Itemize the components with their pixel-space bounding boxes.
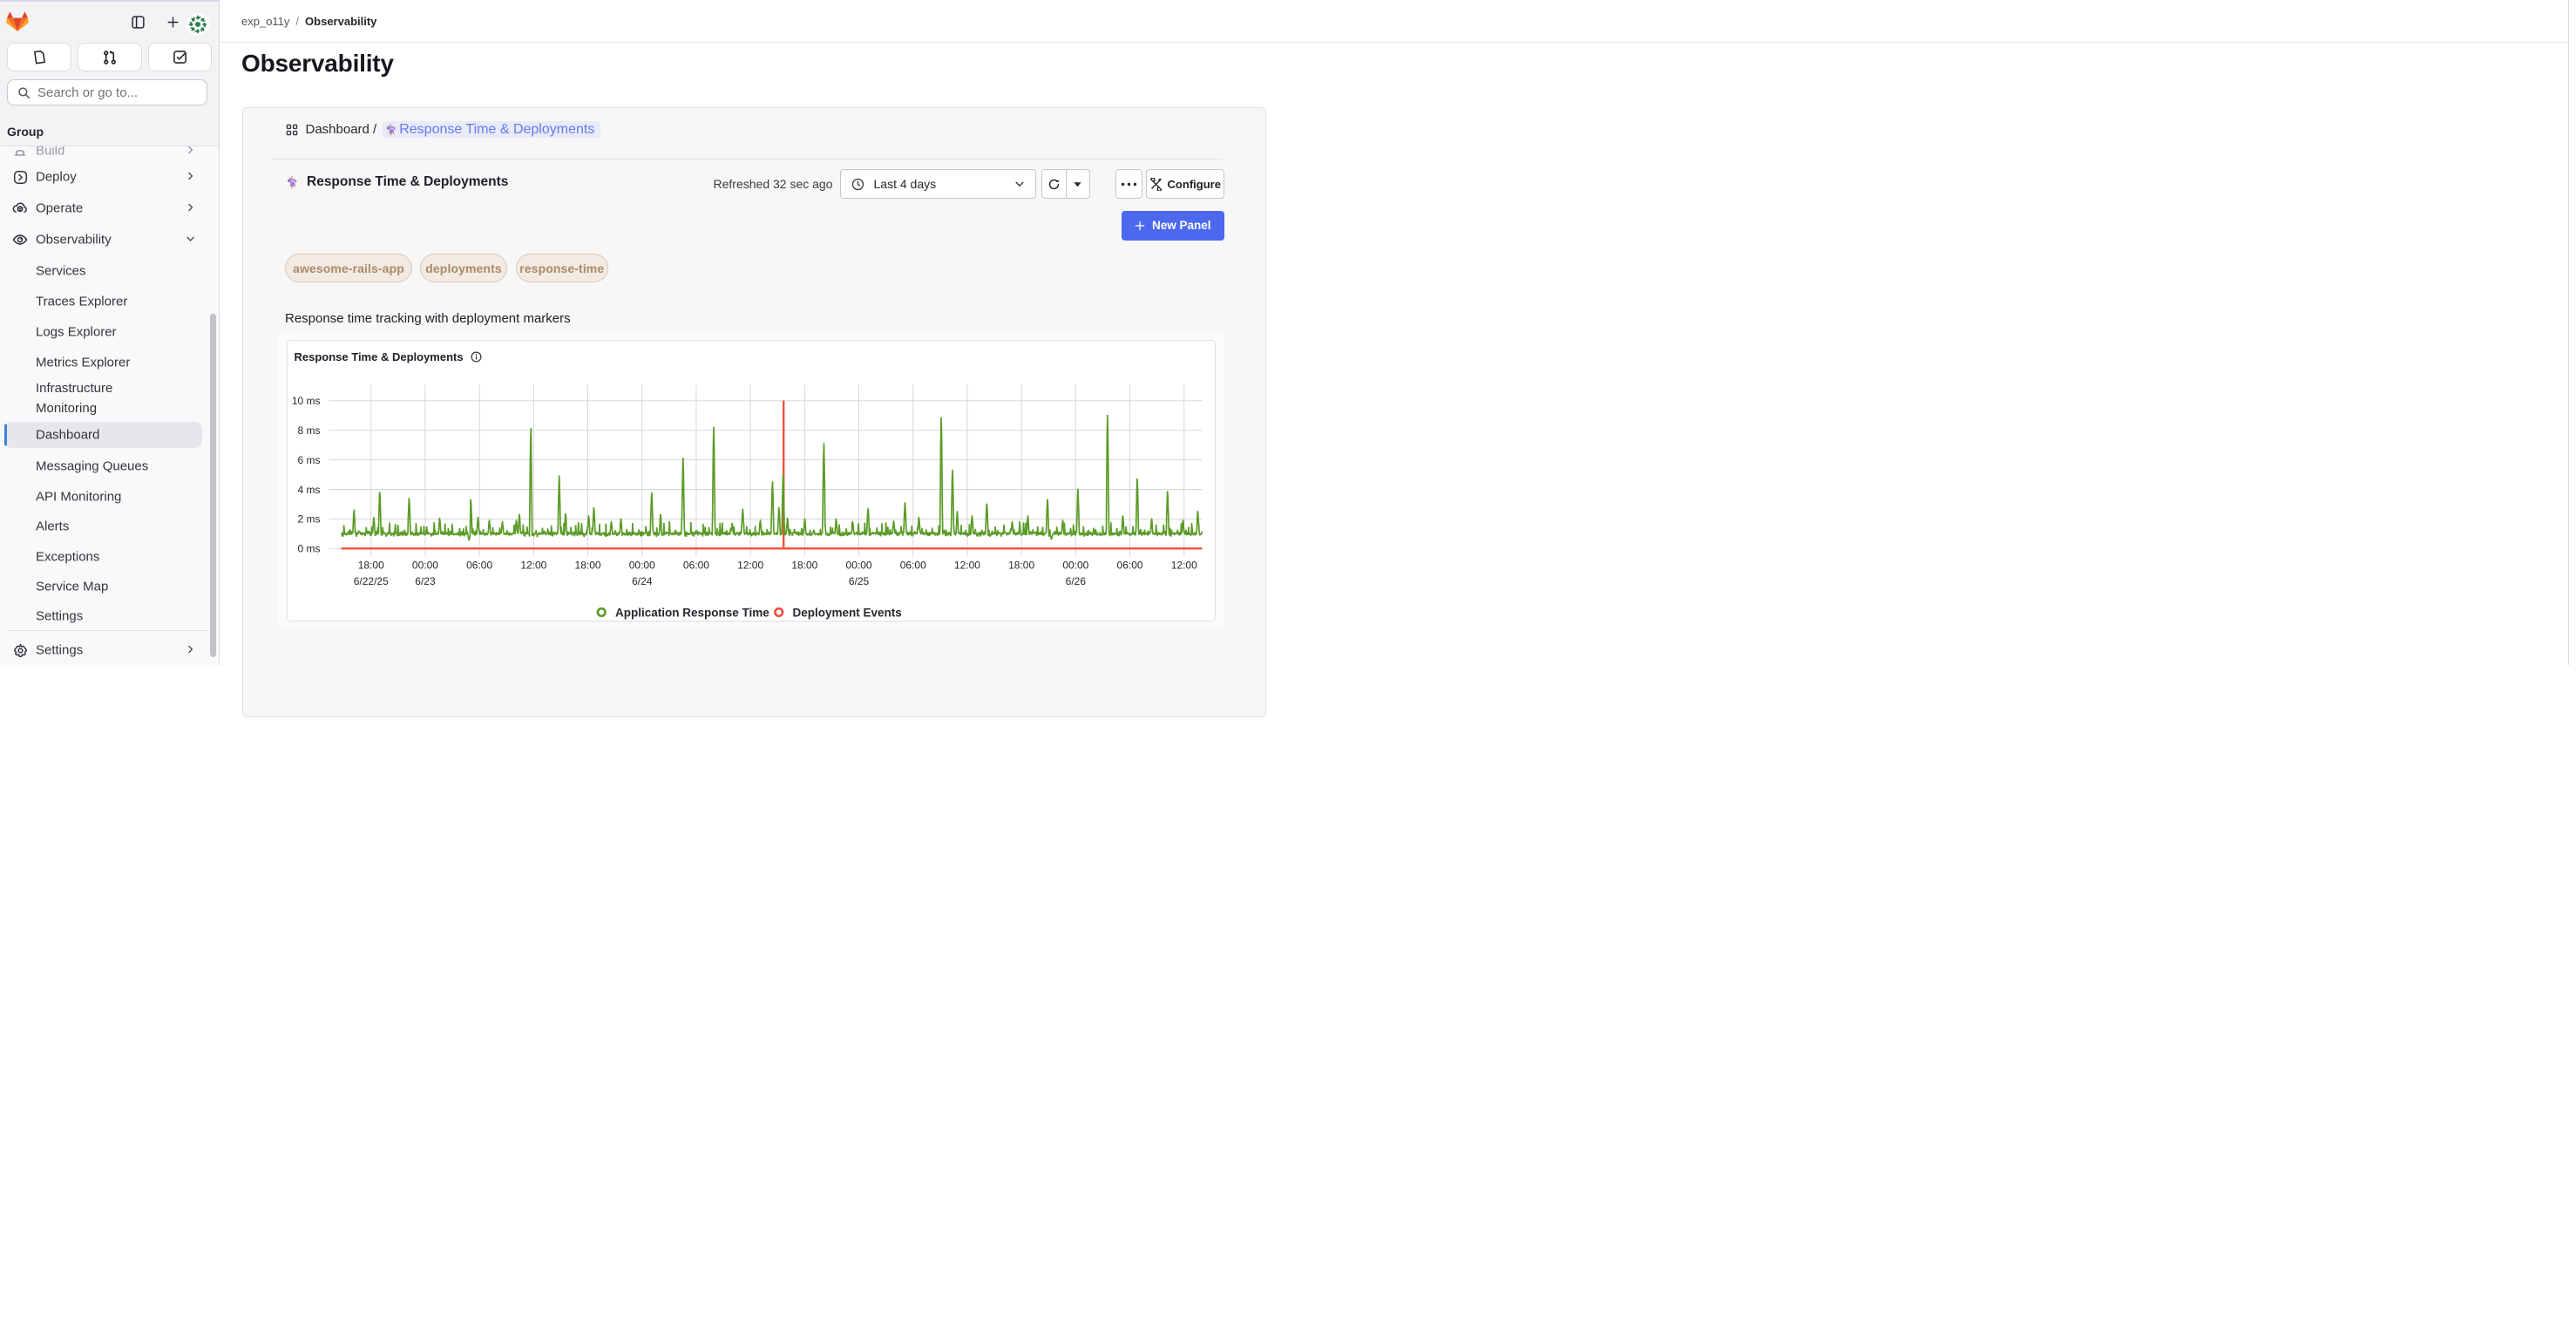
svg-text:12:00: 12:00 xyxy=(520,559,546,571)
svg-text:8 ms: 8 ms xyxy=(297,424,320,437)
svg-text:06:00: 06:00 xyxy=(899,559,925,571)
svg-text:18:00: 18:00 xyxy=(791,559,817,571)
svg-text:Deployment Events: Deployment Events xyxy=(792,606,901,619)
svg-text:12:00: 12:00 xyxy=(737,559,763,571)
svg-text:10 ms: 10 ms xyxy=(291,395,320,407)
svg-text:18:00: 18:00 xyxy=(574,559,600,571)
svg-text:6/26: 6/26 xyxy=(1065,575,1086,587)
svg-text:00:00: 00:00 xyxy=(845,559,871,571)
svg-text:6/24: 6/24 xyxy=(632,575,653,587)
svg-text:6/25: 6/25 xyxy=(848,575,869,587)
svg-text:6 ms: 6 ms xyxy=(297,453,320,465)
svg-text:Application Response Time: Application Response Time xyxy=(615,606,769,619)
svg-text:6/22/25: 6/22/25 xyxy=(353,575,388,587)
svg-text:00:00: 00:00 xyxy=(628,559,654,571)
svg-text:4 ms: 4 ms xyxy=(297,483,320,495)
svg-text:06:00: 06:00 xyxy=(1116,559,1142,571)
svg-text:12:00: 12:00 xyxy=(1170,559,1196,571)
svg-text:18:00: 18:00 xyxy=(1008,559,1034,571)
svg-text:06:00: 06:00 xyxy=(682,559,708,571)
svg-text:0 ms: 0 ms xyxy=(297,542,320,554)
svg-text:00:00: 00:00 xyxy=(1062,559,1088,571)
svg-text:6/23: 6/23 xyxy=(415,575,436,587)
svg-text:2 ms: 2 ms xyxy=(297,512,320,525)
svg-text:00:00: 00:00 xyxy=(411,559,437,571)
svg-text:06:00: 06:00 xyxy=(466,559,492,571)
svg-text:12:00: 12:00 xyxy=(953,559,980,571)
svg-text:18:00: 18:00 xyxy=(357,559,383,571)
